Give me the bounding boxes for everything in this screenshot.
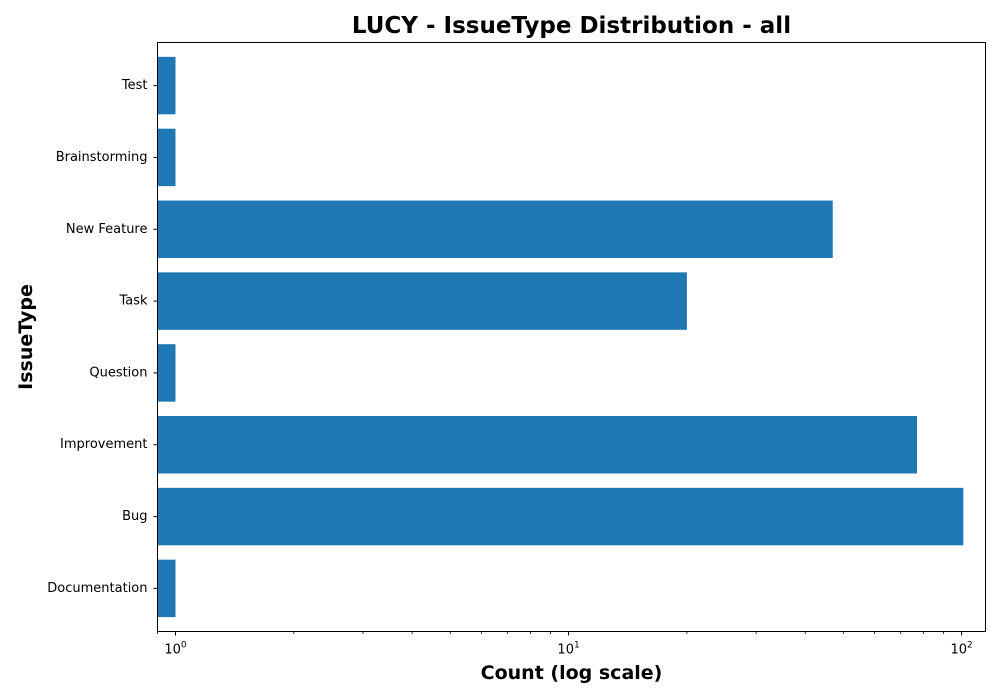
y-tick-label: Task — [118, 294, 148, 309]
y-tick-label: Question — [89, 365, 147, 380]
y-tick-label: Test — [121, 78, 148, 93]
x-tick-label: 100 — [164, 641, 187, 658]
bar-bug — [157, 487, 964, 546]
y-ticks: Documentation Bug Improvement Question Task N… — [47, 78, 158, 596]
y-tick-label: New Feature — [66, 222, 148, 237]
bar-brainstorming — [157, 128, 176, 187]
x-tick-label: 102 — [951, 641, 973, 658]
bar-improvement — [157, 416, 918, 474]
y-tick-label: Brainstorming — [56, 150, 148, 165]
bar-test — [157, 56, 176, 115]
y-tick-label: Documentation — [47, 581, 147, 596]
y-tick-label: Improvement — [60, 437, 147, 452]
bar-question — [157, 344, 176, 402]
y-tick-label: Bug — [122, 509, 147, 524]
x-axis-label: Count (log scale) — [480, 662, 663, 684]
chart-title: LUCY - IssueType Distribution - all — [351, 13, 792, 39]
bars-layer — [157, 56, 964, 618]
plot-frame — [157, 42, 986, 632]
bar-task — [157, 272, 687, 330]
x-ticks: 100 101 102 — [157, 631, 973, 658]
bar-documentation — [157, 559, 176, 618]
bar-new-feature — [157, 200, 833, 258]
x-tick-label: 101 — [557, 641, 579, 658]
